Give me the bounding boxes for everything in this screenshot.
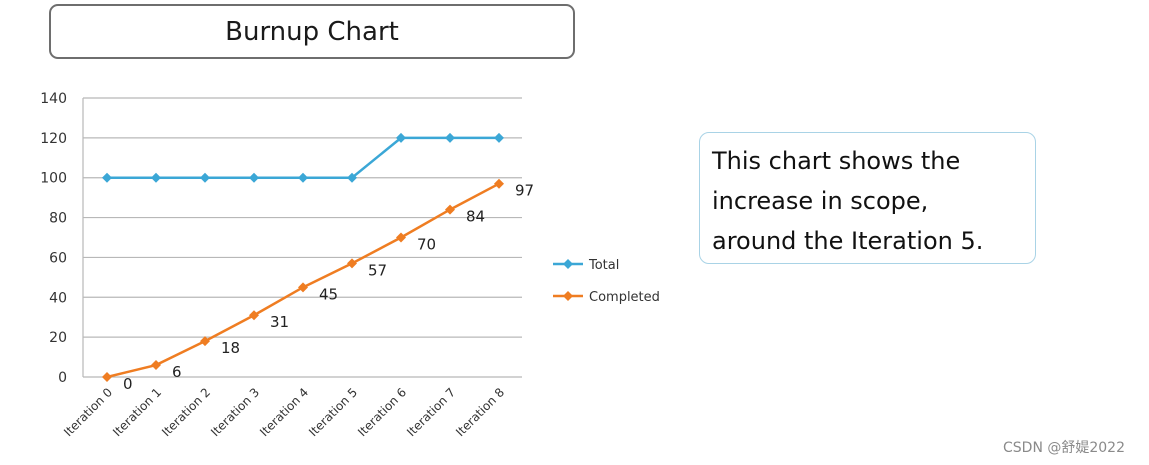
- x-category-label: Iteration 0: [61, 385, 115, 439]
- data-label: 6: [172, 363, 182, 381]
- series-layer: [102, 132, 504, 382]
- chart-title: Burnup Chart: [49, 4, 575, 59]
- y-axis-ticks: 0 20 40 60 80 100 120 140: [40, 91, 67, 386]
- data-label: 97: [515, 182, 534, 200]
- legend: Total Completed: [553, 258, 660, 305]
- data-point-total: [494, 132, 504, 143]
- y-tick-label: 140: [40, 91, 67, 107]
- data-point-total: [249, 172, 259, 183]
- data-point-completed: [249, 310, 259, 321]
- watermark: CSDN @舒媞2022: [1003, 440, 1125, 456]
- data-label: 0: [123, 375, 133, 393]
- grid-lines: [82, 97, 522, 378]
- y-tick-label: 100: [40, 171, 67, 187]
- data-point-total: [151, 172, 161, 183]
- data-point-completed: [200, 336, 210, 347]
- x-category-label: Iteration 2: [159, 385, 213, 439]
- y-tick-label: 80: [49, 211, 67, 227]
- legend-label-completed: Completed: [589, 290, 660, 305]
- data-point-completed: [445, 204, 455, 215]
- data-label: 18: [221, 339, 240, 357]
- data-point-total: [445, 132, 455, 143]
- y-tick-label: 20: [49, 330, 67, 346]
- series-line-total: [107, 136, 499, 179]
- data-point-completed: [396, 232, 406, 243]
- x-category-label: Iteration 5: [306, 385, 360, 439]
- y-tick-label: 60: [49, 250, 67, 266]
- data-point-completed: [347, 258, 357, 269]
- data-point-total: [396, 132, 406, 143]
- note-line-2: increase in scope,: [712, 187, 929, 215]
- data-label: 31: [270, 313, 289, 331]
- y-tick-label: 120: [40, 131, 67, 147]
- x-category-label: Iteration 6: [355, 385, 409, 439]
- legend-marker: [563, 291, 573, 301]
- data-point-completed: [151, 360, 161, 371]
- series-line-completed: [106, 182, 500, 379]
- data-label: 70: [417, 236, 436, 254]
- x-category-label: Iteration 8: [453, 385, 507, 439]
- data-labels: 0 6 18 31 45 57 70 84 97: [123, 182, 534, 393]
- legend-marker: [563, 259, 573, 269]
- note-line-3: around the Iteration 5.: [712, 227, 984, 255]
- y-tick-label: 40: [49, 290, 67, 306]
- data-point-total: [347, 172, 357, 183]
- x-category-label: Iteration 4: [257, 385, 311, 439]
- data-point-completed: [494, 178, 504, 189]
- x-category-label: Iteration 3: [208, 385, 262, 439]
- data-point-completed: [298, 282, 308, 293]
- x-category-label: Iteration 7: [404, 385, 458, 439]
- legend-label-total: Total: [588, 258, 619, 273]
- x-category-label: Iteration 1: [110, 385, 164, 439]
- annotation-note: This chart shows the increase in scope, …: [699, 132, 1036, 264]
- data-point-total: [102, 172, 112, 183]
- y-tick-label: 0: [58, 370, 67, 386]
- data-point-completed: [102, 372, 112, 382]
- data-label: 57: [368, 261, 387, 279]
- data-label: 45: [319, 285, 338, 303]
- data-point-total: [200, 172, 210, 183]
- note-line-1: This chart shows the: [712, 147, 961, 175]
- data-label: 84: [466, 208, 485, 226]
- data-point-total: [298, 172, 308, 183]
